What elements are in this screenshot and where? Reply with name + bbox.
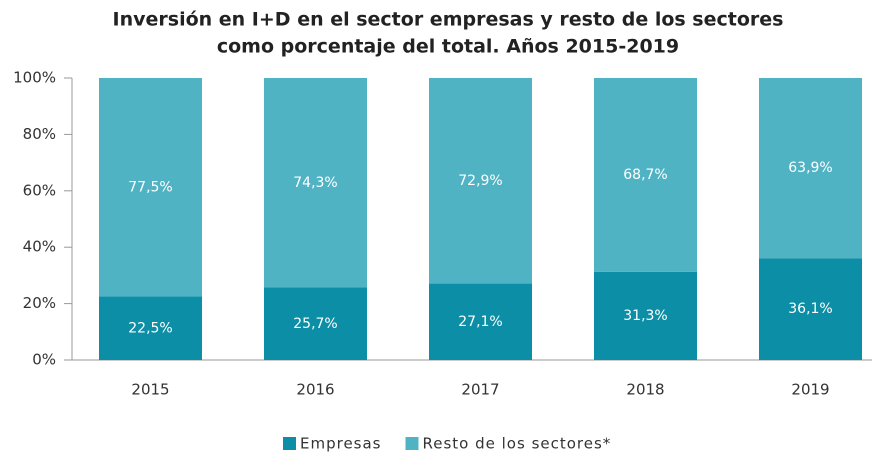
legend-label: Empresas	[300, 435, 382, 453]
value-label: 63,9%	[788, 160, 832, 176]
legend-swatch	[405, 437, 419, 450]
y-tick-label: 60%	[23, 181, 56, 199]
chart-title: como porcentaje del total. Años 2015-201…	[217, 36, 679, 58]
x-tick-label: 2016	[296, 381, 334, 399]
bar-segment	[594, 78, 697, 272]
y-tick-label: 20%	[23, 294, 56, 312]
value-label: 22,5%	[128, 320, 172, 336]
bar-segment	[429, 78, 532, 284]
value-label: 68,7%	[623, 167, 667, 183]
value-label: 77,5%	[128, 179, 172, 195]
legend-swatch	[283, 437, 296, 450]
y-tick-label: 40%	[23, 238, 56, 256]
y-tick-label: 0%	[32, 351, 56, 369]
bar-segment	[594, 271, 697, 360]
value-label: 27,1%	[458, 314, 502, 330]
bar-segment	[759, 258, 862, 360]
y-tick-label: 80%	[23, 125, 56, 143]
bar-segment	[264, 78, 367, 288]
x-tick-label: 2015	[131, 381, 169, 399]
value-label: 25,7%	[293, 316, 337, 332]
value-label: 36,1%	[788, 301, 832, 317]
value-label: 31,3%	[623, 308, 667, 324]
y-tick-label: 100%	[13, 69, 56, 87]
bar-segment	[429, 283, 532, 360]
value-label: 72,9%	[458, 173, 502, 189]
bar-segment	[99, 296, 202, 360]
x-tick-label: 2017	[461, 381, 499, 399]
legend-label: Resto de los sectores*	[423, 435, 612, 453]
chart-title: Inversión en I+D en el sector empresas y…	[113, 9, 784, 31]
bar-segment	[264, 287, 367, 360]
value-label: 74,3%	[293, 175, 337, 191]
x-tick-label: 2018	[626, 381, 664, 399]
bar-segment	[759, 78, 862, 259]
x-tick-label: 2019	[791, 381, 829, 399]
bar-segment	[99, 78, 202, 297]
